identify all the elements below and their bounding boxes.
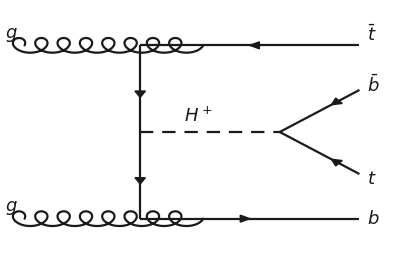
Text: $\bar{b}$: $\bar{b}$ — [368, 74, 380, 96]
Polygon shape — [135, 91, 146, 97]
Text: $\bar{t}$: $\bar{t}$ — [368, 25, 377, 45]
Text: $g$: $g$ — [5, 26, 18, 44]
Text: $g$: $g$ — [5, 199, 18, 217]
Polygon shape — [250, 42, 259, 49]
Text: $H^+$: $H^+$ — [184, 107, 212, 126]
Polygon shape — [332, 159, 342, 166]
Polygon shape — [135, 178, 146, 184]
Polygon shape — [332, 98, 342, 105]
Text: $b$: $b$ — [368, 210, 380, 228]
Polygon shape — [240, 215, 250, 222]
Text: $t$: $t$ — [368, 170, 377, 188]
